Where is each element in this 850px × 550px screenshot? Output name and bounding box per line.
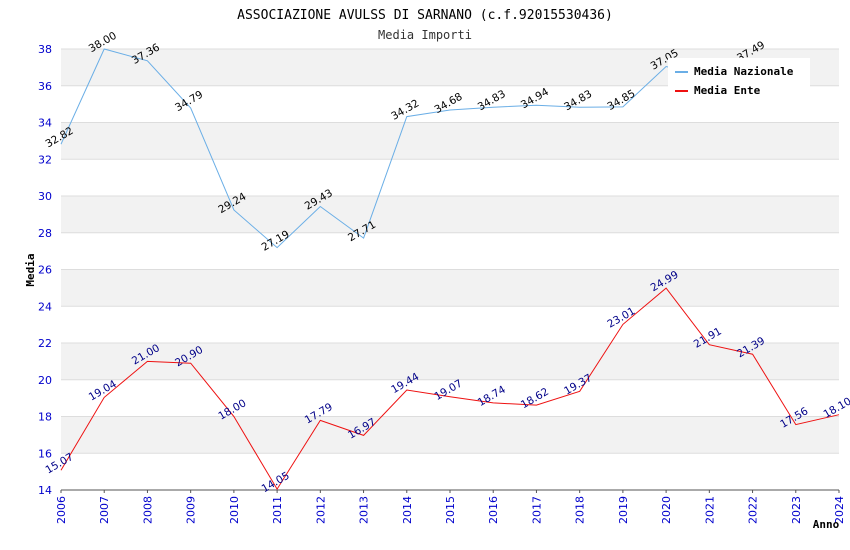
grid-band bbox=[61, 379, 839, 417]
x-tick-label: 2020 bbox=[660, 496, 673, 524]
grid-bands bbox=[61, 49, 839, 490]
grid-band bbox=[61, 122, 839, 160]
legend-box bbox=[668, 58, 810, 102]
y-tick-label: 14 bbox=[38, 484, 52, 497]
x-tick-label: 2013 bbox=[358, 496, 371, 524]
y-axis-title: Media bbox=[24, 253, 37, 286]
y-tick-label: 34 bbox=[38, 117, 52, 130]
x-tick-label: 2011 bbox=[271, 496, 284, 524]
series-lines bbox=[60, 48, 840, 491]
x-tick-label: 2016 bbox=[487, 496, 500, 524]
x-tick-label: 2021 bbox=[703, 496, 716, 524]
x-tick-label: 2024 bbox=[833, 496, 846, 524]
legend-label-media-nazionale: Media Nazionale bbox=[694, 65, 794, 78]
grid-band bbox=[61, 232, 839, 270]
y-tick-label: 30 bbox=[38, 190, 52, 203]
x-tick-label: 2006 bbox=[55, 496, 68, 524]
y-tick-labels: 14 16 18 20 22 24 26 28 30 32 34 36 38 bbox=[38, 43, 52, 497]
grid-band bbox=[61, 196, 839, 233]
y-tick-label: 26 bbox=[38, 264, 52, 277]
legend: Media Nazionale Media Ente bbox=[668, 58, 810, 102]
x-tick-label: 2009 bbox=[185, 496, 198, 524]
x-tick-label: 2017 bbox=[530, 496, 543, 524]
y-tick-label: 28 bbox=[38, 227, 52, 240]
x-tick-label: 2008 bbox=[141, 496, 154, 524]
y-tick-label: 16 bbox=[38, 447, 52, 460]
y-tick-label: 36 bbox=[38, 80, 52, 93]
y-tick-label: 32 bbox=[38, 153, 52, 166]
x-tick-label: 2023 bbox=[790, 496, 803, 524]
x-tick-label: 2012 bbox=[314, 496, 327, 524]
x-tick-label: 2014 bbox=[401, 496, 414, 524]
grid-band bbox=[61, 269, 839, 307]
y-tick-label: 38 bbox=[38, 43, 52, 56]
chart-subtitle: Media Importi bbox=[378, 28, 472, 42]
x-tick-label: 2018 bbox=[574, 496, 587, 524]
x-tick-label: 2010 bbox=[228, 496, 241, 524]
series-line-media-nazionale bbox=[60, 48, 753, 249]
grid-band bbox=[61, 343, 839, 380]
y-tick-label: 24 bbox=[38, 300, 52, 313]
chart-title: ASSOCIAZIONE AVULSS DI SARNANO (c.f.9201… bbox=[237, 8, 613, 23]
series-line-media-ente bbox=[60, 287, 840, 491]
x-tick-labels: 2006 2007 2008 2009 2010 2011 2012 2013 2014 2015… bbox=[55, 490, 846, 524]
x-tick-label: 2015 bbox=[444, 496, 457, 524]
legend-label-media-ente: Media Ente bbox=[694, 84, 761, 97]
grid-band bbox=[61, 306, 839, 343]
y-tick-label: 22 bbox=[38, 337, 52, 350]
grid-band bbox=[61, 159, 839, 196]
x-tick-label: 2019 bbox=[617, 496, 630, 524]
x-tick-label: 2022 bbox=[747, 496, 760, 524]
x-tick-label: 2007 bbox=[98, 496, 111, 524]
grid-band bbox=[61, 416, 839, 454]
grid-band bbox=[61, 453, 839, 490]
x-axis-title: Anno bbox=[813, 518, 840, 531]
y-tick-label: 18 bbox=[38, 411, 52, 424]
y-tick-label: 20 bbox=[38, 374, 52, 387]
